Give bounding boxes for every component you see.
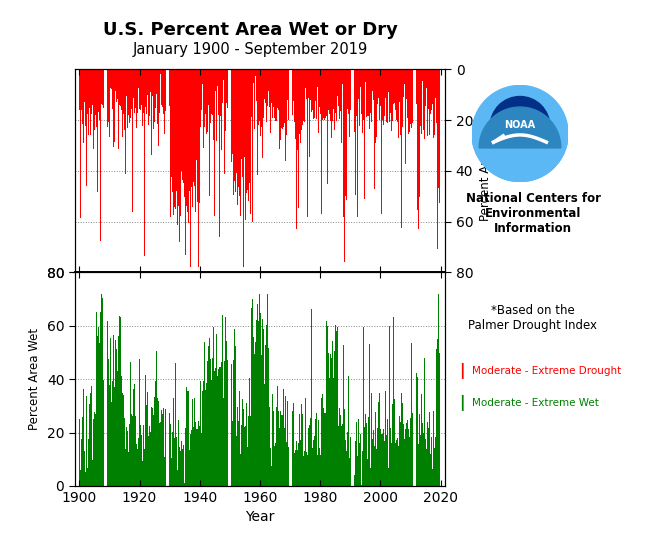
Circle shape xyxy=(472,85,568,182)
Text: |: | xyxy=(459,395,465,411)
Wedge shape xyxy=(473,134,567,182)
Text: U.S. Percent Area Wet or Dry: U.S. Percent Area Wet or Dry xyxy=(103,21,398,40)
Text: *Based on the
Palmer Drought Index: *Based on the Palmer Drought Index xyxy=(469,304,597,332)
Text: Moderate - Extreme Wet: Moderate - Extreme Wet xyxy=(472,398,599,408)
Circle shape xyxy=(490,97,550,156)
Text: |: | xyxy=(459,363,465,379)
Text: January 1900 - September 2019: January 1900 - September 2019 xyxy=(133,42,368,57)
X-axis label: Year: Year xyxy=(245,511,275,524)
Text: NOAA: NOAA xyxy=(504,120,536,130)
Y-axis label: Percent Area Wet: Percent Area Wet xyxy=(28,328,41,430)
Y-axis label: Percent Area Dry: Percent Area Dry xyxy=(479,121,492,221)
Wedge shape xyxy=(479,107,561,148)
Text: Moderate - Extreme Drought: Moderate - Extreme Drought xyxy=(472,366,621,376)
Text: National Centers for
Environmental
Information: National Centers for Environmental Infor… xyxy=(465,192,601,235)
